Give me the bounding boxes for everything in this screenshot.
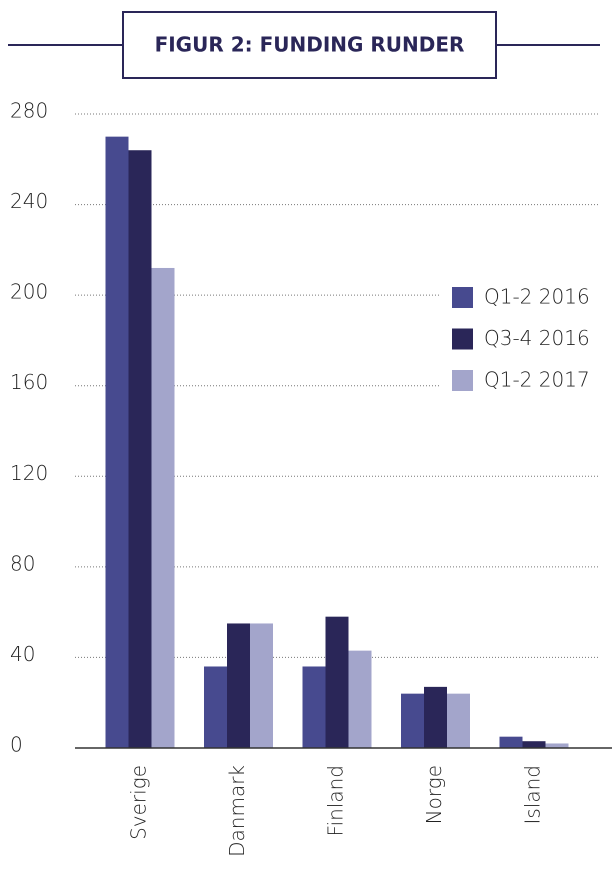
- y-tick-label: 0: [10, 733, 23, 757]
- x-tick-label: Sverige: [127, 765, 151, 840]
- bar: [227, 623, 250, 748]
- bar: [348, 650, 372, 748]
- x-tick-label: Island: [521, 765, 545, 825]
- legend-swatch: [452, 328, 473, 350]
- bar: [128, 150, 152, 748]
- y-tick-label: 200: [10, 280, 48, 304]
- legend-label: Q3-4 2016: [484, 326, 590, 350]
- bar: [250, 623, 273, 748]
- x-tick-label: Danmark: [225, 765, 249, 857]
- bar: [302, 666, 326, 748]
- bar: [447, 693, 470, 748]
- y-tick-label: 240: [10, 189, 48, 213]
- chart-title: FIGUR 2: FUNDING RUNDER: [155, 33, 465, 57]
- x-tick-label: Norge: [422, 765, 446, 824]
- bar: [151, 267, 175, 748]
- y-tick-label: 280: [10, 99, 48, 123]
- y-tick-label: 160: [10, 370, 48, 394]
- bar: [522, 741, 546, 748]
- bar: [499, 736, 523, 748]
- title-box: [122, 11, 497, 79]
- bar: [105, 136, 129, 749]
- y-tick-label: 120: [10, 461, 48, 485]
- bar: [401, 693, 424, 748]
- bar: [325, 616, 349, 748]
- y-tick-label: 40: [10, 642, 35, 666]
- legend-swatch: [452, 370, 473, 391]
- bar: [545, 743, 569, 748]
- bar: [424, 686, 447, 748]
- legend-label: Q1-2 2017: [484, 368, 590, 392]
- x-tick-label: Finland: [324, 765, 348, 836]
- y-tick-label: 80: [10, 551, 35, 575]
- bar: [204, 666, 227, 748]
- legend-label: Q1-2 2016: [484, 285, 590, 309]
- legend-swatch: [452, 287, 473, 308]
